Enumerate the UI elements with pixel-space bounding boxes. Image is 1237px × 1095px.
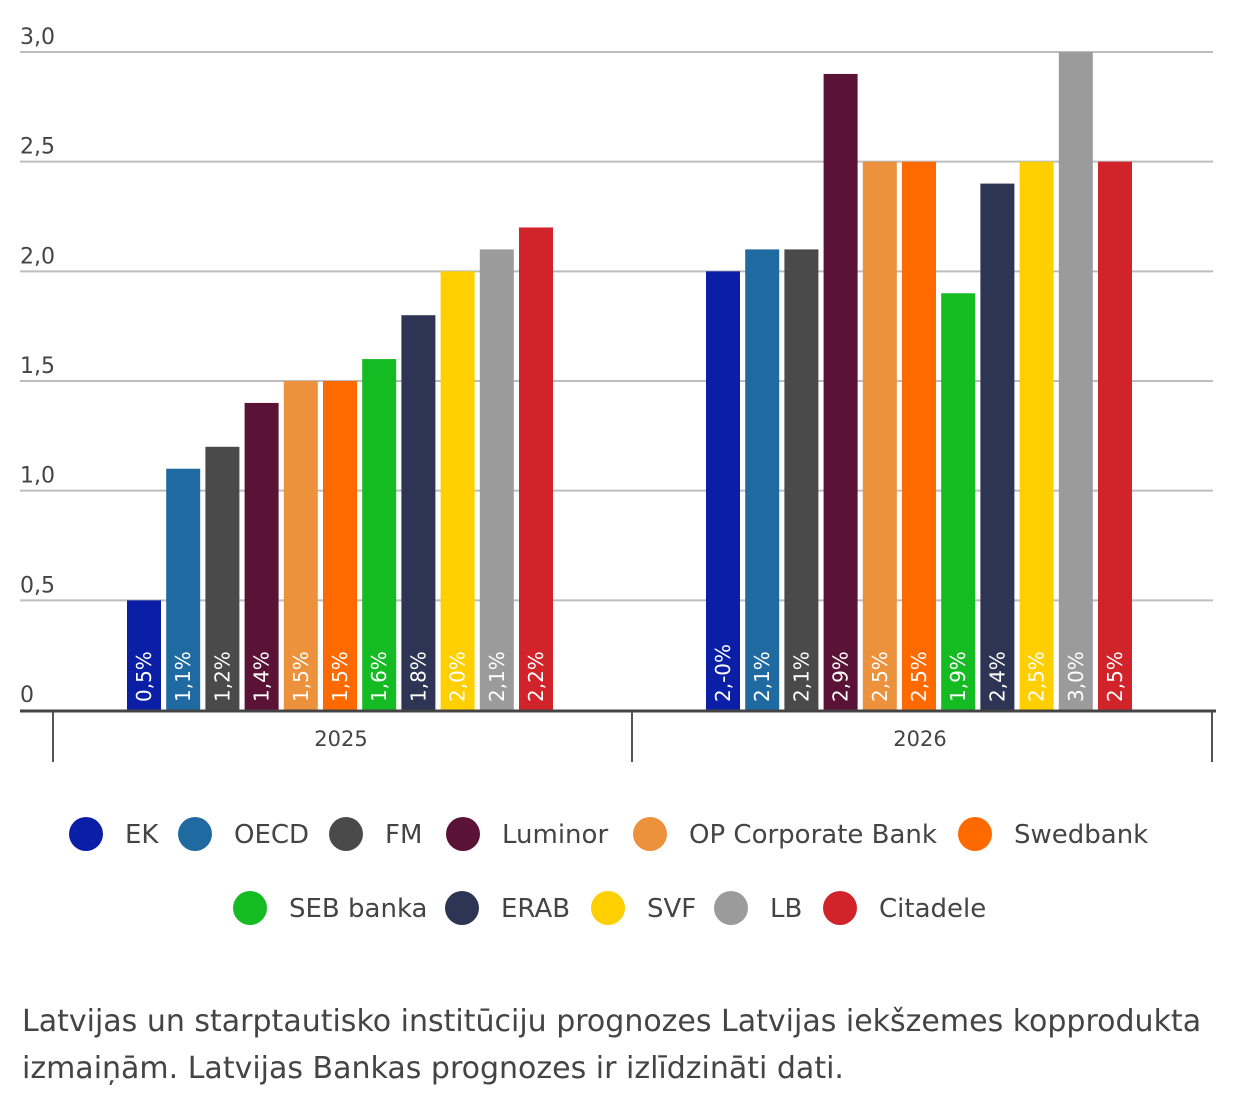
y-tick-label: 0 bbox=[20, 683, 34, 708]
legend-label: SVF bbox=[647, 894, 696, 924]
bar-data-label: 0,5% bbox=[132, 651, 156, 702]
bar-data-label: 2,2% bbox=[524, 651, 548, 702]
bar-lb-2026 bbox=[1058, 52, 1093, 710]
bar-svf-2025 bbox=[440, 271, 475, 710]
bar-data-label: 2,5% bbox=[907, 651, 931, 702]
legend-swatch bbox=[714, 891, 748, 925]
y-tick-label: 1,0 bbox=[20, 464, 55, 489]
bar-seb-banka-2025 bbox=[362, 359, 397, 710]
legend-label: Swedbank bbox=[1014, 820, 1148, 850]
chart-area: 0 0,5 1,0 1,5 2,0 2,5 3,0 0,5% 1,1% 1,2% 1,4% 1,5%… bbox=[20, 25, 1216, 925]
bar-data-label: 1,1% bbox=[171, 651, 195, 702]
legend-label: OP Corporate Bank bbox=[689, 820, 937, 850]
bar-erab-2026 bbox=[980, 183, 1015, 711]
legend-swatch bbox=[958, 817, 992, 851]
bar-data-label: 1,4% bbox=[250, 651, 274, 702]
legend-label: LB bbox=[770, 894, 802, 924]
legend-swatch bbox=[446, 817, 480, 851]
bar-data-label: 2,-0% bbox=[711, 644, 735, 702]
bar-oecd-2026 bbox=[745, 249, 780, 710]
legend-label: FM bbox=[385, 820, 422, 850]
legend-swatch bbox=[633, 817, 667, 851]
bar-seb-banka-2026 bbox=[941, 293, 976, 710]
bar-data-label: 2,4% bbox=[985, 651, 1009, 702]
legend-label: SEB banka bbox=[289, 894, 427, 924]
bar-data-label: 2,1% bbox=[750, 651, 774, 702]
legend-swatch bbox=[329, 817, 363, 851]
legend-swatch bbox=[823, 891, 857, 925]
bar-ek-2026 bbox=[706, 271, 740, 710]
bar-swedbank-2025 bbox=[323, 381, 357, 710]
bar-data-label: 1,2% bbox=[210, 651, 234, 702]
y-tick-label: 0,5 bbox=[20, 573, 55, 598]
bar-erab-2025 bbox=[401, 315, 436, 710]
x-category-label: 2026 bbox=[893, 727, 946, 751]
bar-data-label: 3,0% bbox=[1064, 651, 1088, 702]
bar-fm-2026 bbox=[784, 249, 819, 710]
bar-data-label: 2,1% bbox=[485, 651, 509, 702]
y-tick-label: 2,5 bbox=[20, 135, 55, 160]
bar-data-label: 2,0% bbox=[446, 651, 470, 702]
x-axis: 2025 2026 bbox=[20, 709, 1216, 762]
bar-oecd-2025 bbox=[166, 468, 201, 710]
bar-data-label: 2,5% bbox=[1025, 651, 1049, 702]
bar-svf-2026 bbox=[1019, 161, 1054, 710]
bar-ek-2025 bbox=[127, 600, 161, 710]
bar-data-label: 2,5% bbox=[1103, 651, 1127, 702]
bar-data-label: 1,8% bbox=[406, 651, 430, 702]
bar-luminor-2025 bbox=[244, 402, 279, 710]
bars: 0,5% 1,1% 1,2% 1,4% 1,5% 1,5% 1,6% 1,8% 2,0% 2,1%… bbox=[127, 52, 1132, 711]
y-tick-label: 2,0 bbox=[20, 244, 55, 269]
bar-data-label: 1,5% bbox=[289, 651, 313, 702]
bar-chart: 0 0,5 1,0 1,5 2,0 2,5 3,0 0,5% 1,1% 1,2% 1,4% 1,5%… bbox=[20, 25, 1216, 925]
y-tick-label: 3,0 bbox=[20, 25, 55, 50]
legend-swatch bbox=[445, 891, 479, 925]
chart-caption: Latvijas un starptautisko institūciju pr… bbox=[22, 1004, 1202, 1086]
legend-label: EK bbox=[125, 820, 159, 850]
bar-data-label: 2,9% bbox=[829, 651, 853, 702]
legend-label: ERAB bbox=[501, 894, 570, 924]
bar-op-corporate-bank-2026 bbox=[862, 161, 897, 710]
legend-swatch bbox=[178, 817, 212, 851]
bar-op-corporate-bank-2025 bbox=[283, 381, 318, 710]
bar-data-label: 1,5% bbox=[328, 651, 352, 702]
legend-swatch bbox=[591, 891, 625, 925]
bar-citadele-2026 bbox=[1098, 161, 1132, 710]
bar-data-label: 2,1% bbox=[789, 651, 813, 702]
legend-label: OECD bbox=[234, 820, 309, 850]
bar-data-label: 1,9% bbox=[946, 651, 970, 702]
legend: EK OECD FM Luminor OP Corporate Bank Swedbank… bbox=[69, 817, 1148, 925]
legend-label: Citadele bbox=[879, 894, 986, 924]
bar-data-label: 2,5% bbox=[868, 651, 892, 702]
legend-swatch bbox=[69, 817, 103, 851]
x-category-label: 2025 bbox=[314, 727, 367, 751]
bar-data-label: 1,6% bbox=[367, 651, 391, 702]
y-tick-label: 1,5 bbox=[20, 354, 55, 379]
bar-lb-2025 bbox=[479, 249, 514, 710]
legend-swatch bbox=[233, 891, 267, 925]
bar-luminor-2026 bbox=[823, 73, 858, 710]
y-axis-ticks: 0 0,5 1,0 1,5 2,0 2,5 3,0 bbox=[20, 25, 55, 708]
bar-fm-2025 bbox=[205, 446, 240, 710]
bar-citadele-2025 bbox=[519, 227, 553, 710]
bar-swedbank-2026 bbox=[902, 161, 936, 710]
legend-label: Luminor bbox=[502, 820, 608, 850]
